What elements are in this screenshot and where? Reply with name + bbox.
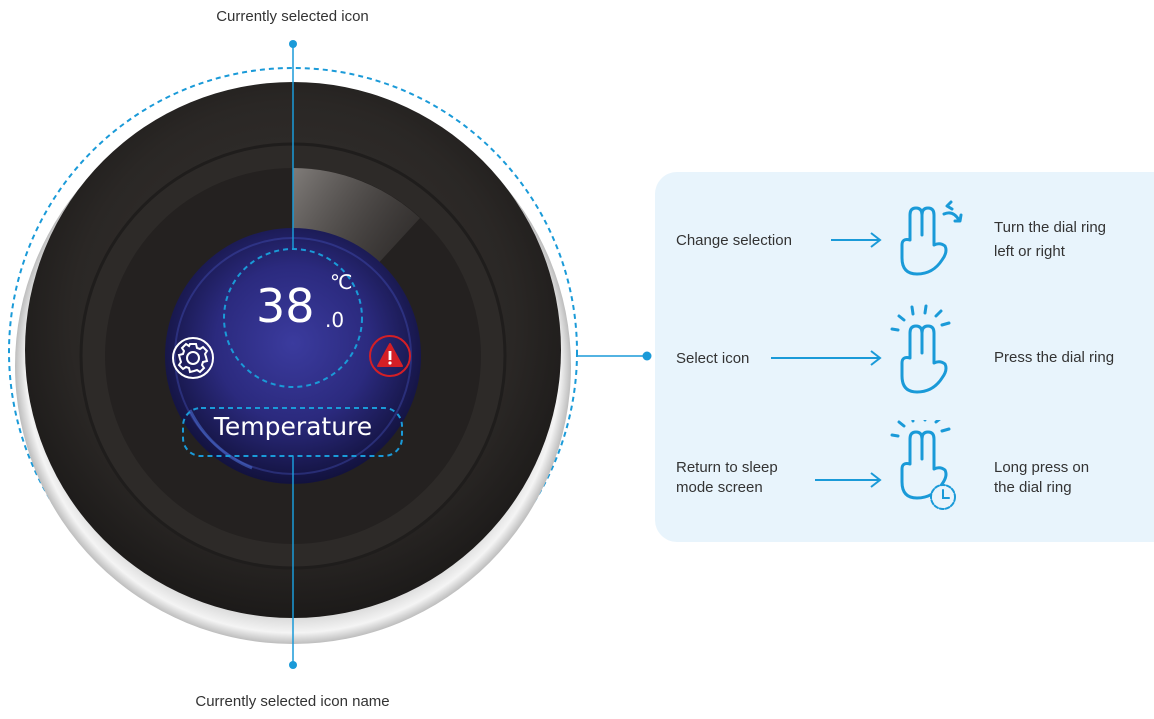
temperature-decimal: .0	[325, 308, 345, 332]
top-callout-dot	[289, 40, 297, 48]
clock-icon	[930, 484, 956, 510]
instruction-action-line2: mode screen	[676, 479, 763, 497]
instruction-action: Select icon	[676, 350, 750, 367]
instruction-row-sleep-mode: Return to sleep mode screen Long press o…	[655, 420, 1154, 520]
instruction-action: Change selection	[676, 232, 792, 249]
instruction-row-change-selection: Change selection Turn the dial ring left…	[655, 190, 1154, 290]
hand-press-icon	[890, 304, 951, 394]
hand-long-press-icon	[890, 420, 951, 500]
hand-rotate-icon	[900, 200, 963, 276]
instruction-graphic	[771, 304, 951, 394]
instruction-result: Turn the dial ring left or right	[994, 216, 1106, 264]
instruction-panel: Change selection Turn the dial ring left…	[655, 172, 1154, 542]
instruction-result-line2: the dial ring	[994, 479, 1072, 497]
instruction-result: Press the dial ring	[994, 346, 1114, 370]
gear-icon	[172, 337, 214, 379]
instruction-result-line1: Press the dial ring	[994, 349, 1115, 366]
bottom-callout-label: Currently selected icon name	[195, 693, 390, 710]
instruction-result: Long press on the dial ring	[994, 458, 1089, 499]
instruction-graphic	[831, 200, 963, 276]
selected-icon-name: Temperature	[213, 412, 373, 441]
instruction-result-line1: Long press on	[994, 459, 1090, 476]
instruction-graphic	[815, 420, 956, 510]
temperature-value: 38	[256, 279, 315, 333]
arrow-head	[870, 350, 882, 366]
instruction-row-select-icon: Select icon Press the dial ring	[655, 304, 1154, 404]
arrow-head	[870, 232, 882, 248]
instruction-result-line2: left or right	[994, 243, 1065, 260]
panel-callout-dot	[642, 351, 652, 361]
instruction-result-line1: Turn the dial ring	[994, 219, 1107, 236]
bottom-callout-dot	[289, 661, 297, 669]
instruction-action: Return to sleep mode screen	[676, 458, 778, 499]
arrow-head	[870, 472, 882, 488]
top-callout-label: Currently selected icon	[216, 8, 369, 25]
instruction-action-line1: Return to sleep	[676, 459, 778, 476]
temperature-unit: ℃	[330, 270, 353, 294]
warning-icon	[369, 335, 411, 377]
